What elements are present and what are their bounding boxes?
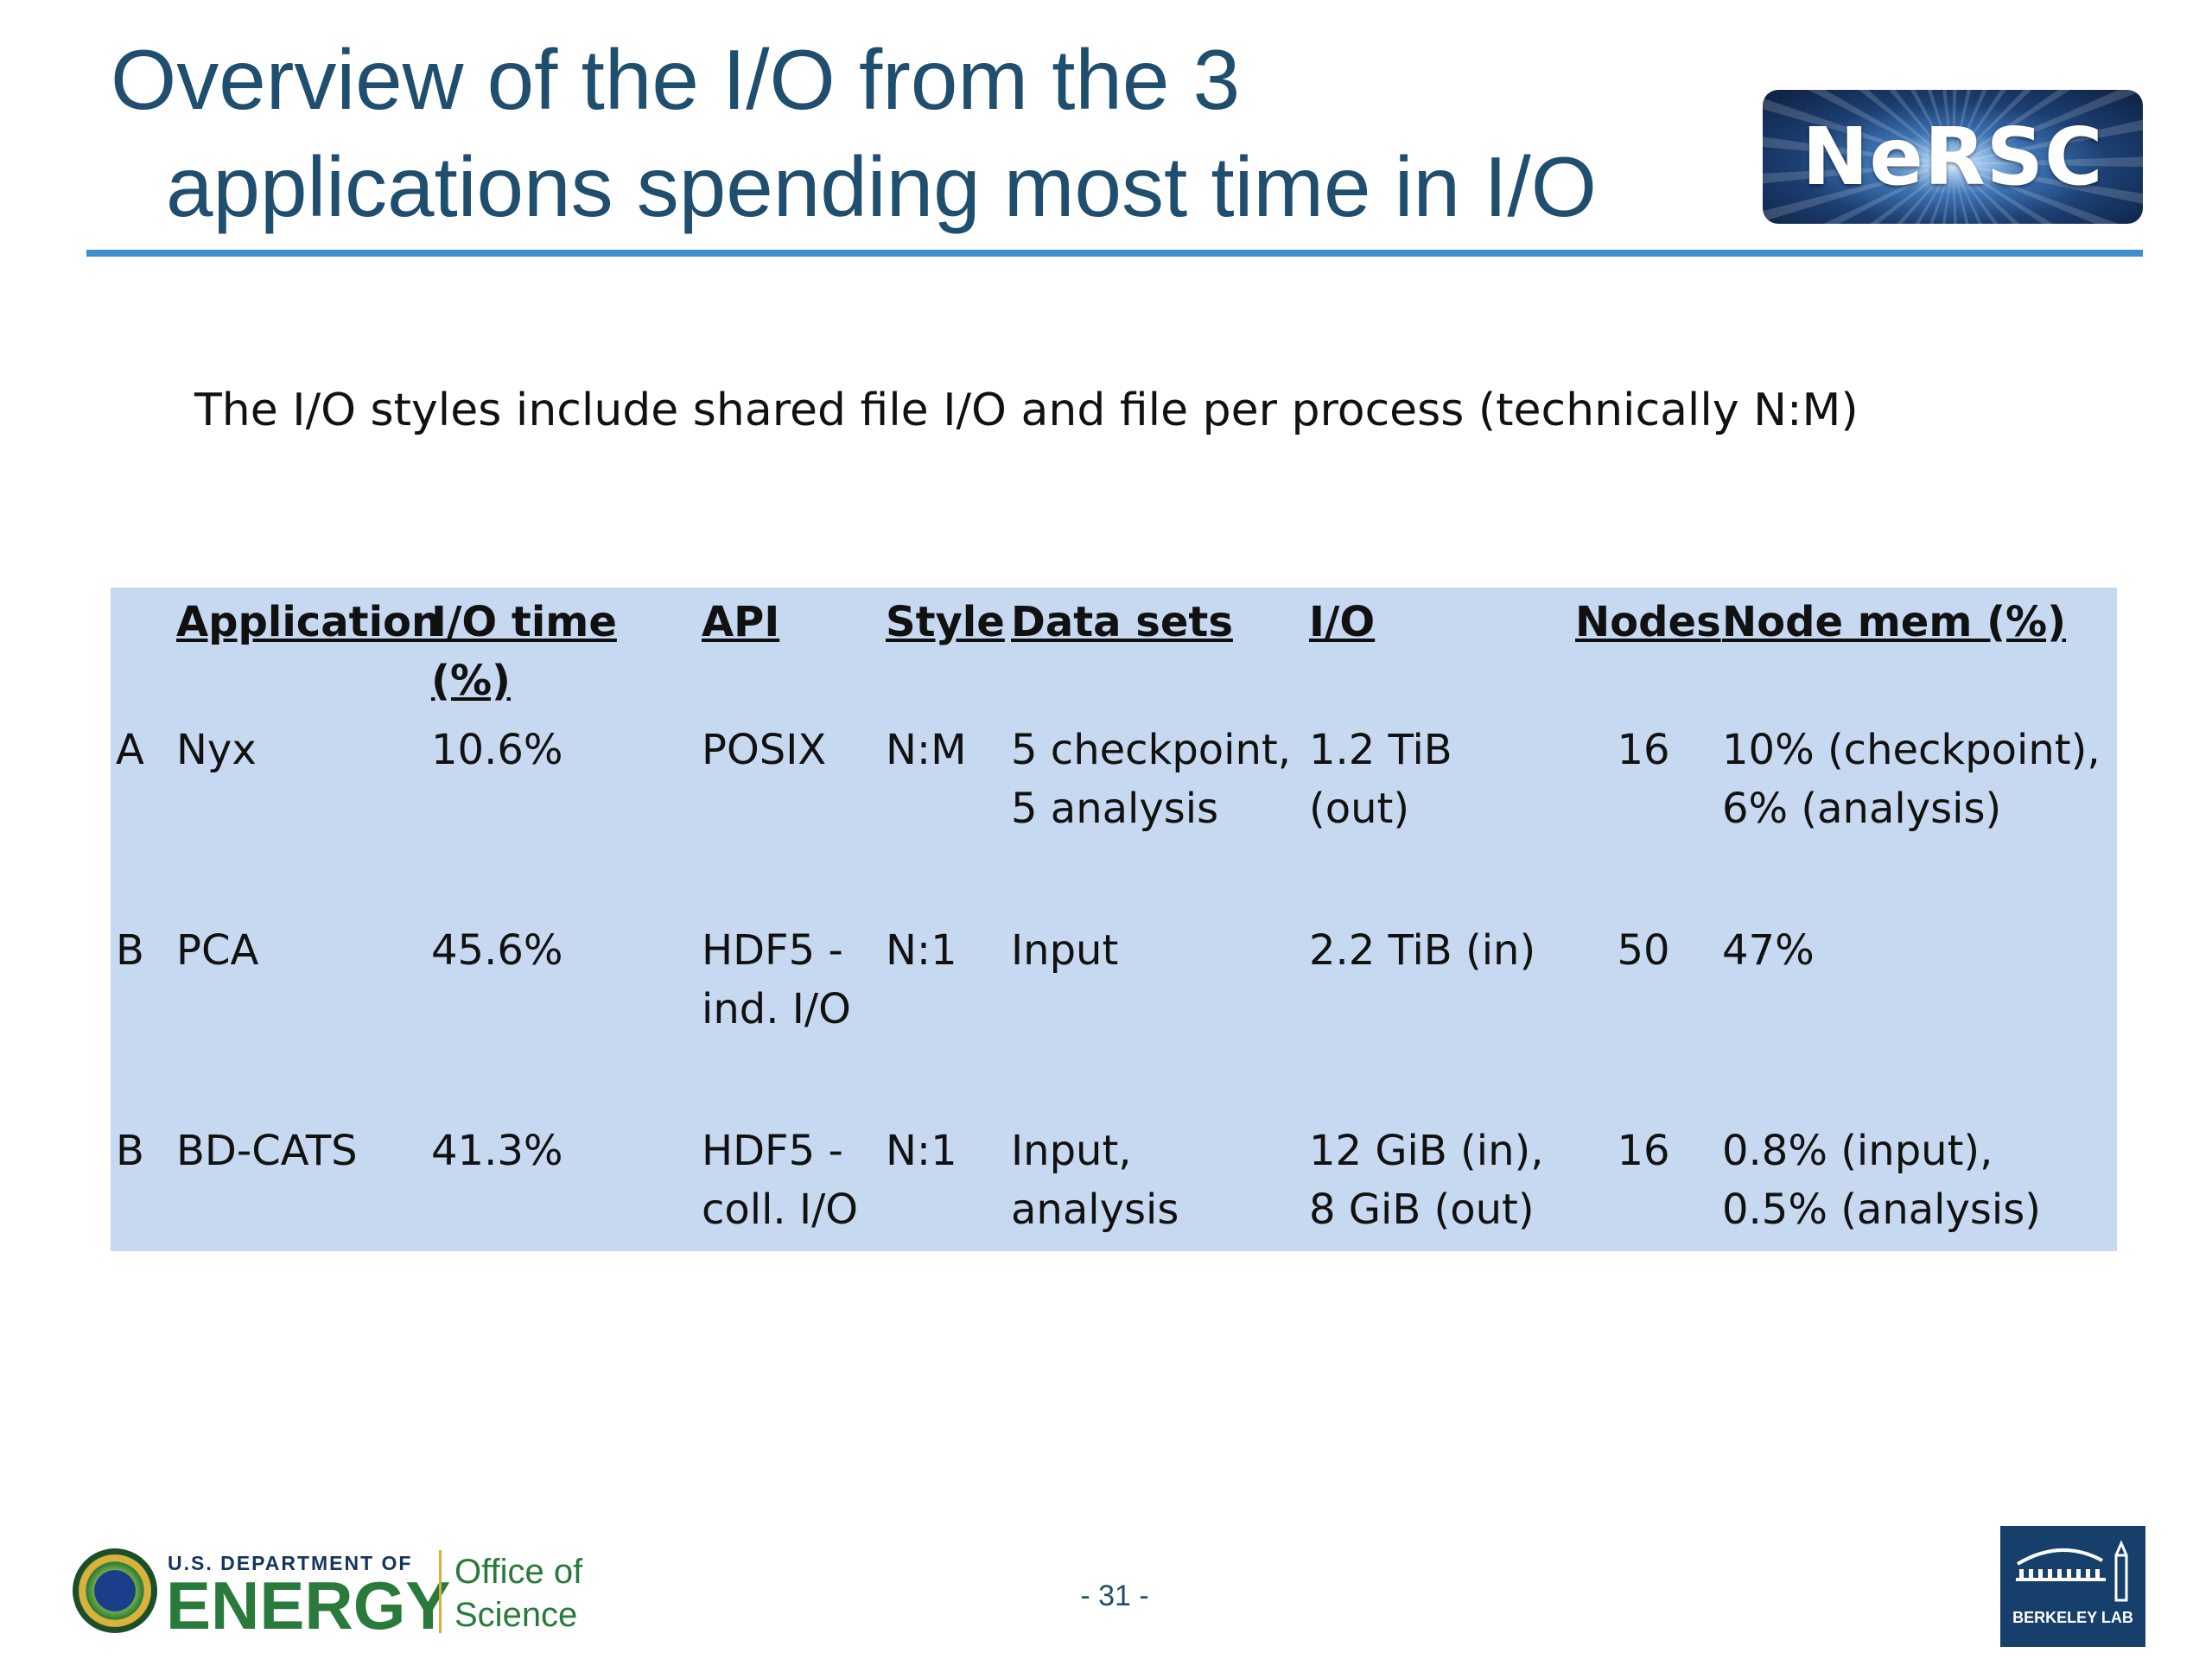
doe-energy-text: ENERGY	[166, 1567, 451, 1643]
header-style: Style	[886, 598, 1005, 646]
cell-api-line-1: HDF5 -	[702, 1127, 843, 1175]
table-row: B BD-CATS 41.3% HDF5 - coll. I/O N:1 Inpu…	[111, 1111, 2117, 1251]
cell-api: HDF5 - coll. I/O	[696, 1111, 880, 1251]
nersc-logo: NeRSC	[1763, 90, 2143, 224]
slide-title: Overview of the I/O from the 3 applicati…	[111, 26, 1752, 240]
cell-data-sets-line-1: Input,	[1011, 1127, 1132, 1175]
title-divider	[86, 250, 2143, 257]
cell-io-line-2: 8 GiB (out)	[1309, 1185, 1535, 1234]
header-io: I/O	[1309, 598, 1376, 646]
doe-seal-icon	[73, 1548, 157, 1633]
cell-api-line-1: HDF5 -	[702, 926, 843, 975]
cell-data-sets: Input, analysis	[1006, 1111, 1304, 1251]
cell-node-mem-line-2: 6% (analysis)	[1722, 785, 2002, 833]
cell-nodes: 50	[1617, 926, 1670, 975]
cell-api-line-2: ind. I/O	[702, 985, 851, 1033]
header-group	[111, 588, 171, 710]
berkeley-lab-logo: BERKELEY LAB	[2000, 1526, 2145, 1647]
table-row: A Nyx 10.6% POSIX N:M 5 checkpoint, 5 ana…	[111, 710, 2117, 911]
cell-node-mem: 10% (checkpoint), 6% (analysis)	[1717, 710, 2117, 911]
cell-io: 1.2 TiB (out)	[1304, 710, 1570, 911]
cell-io: 12 GiB (in), 8 GiB (out)	[1304, 1111, 1570, 1251]
cell-data-sets-line-1: Input	[1011, 926, 1119, 975]
nersc-logo-text: NeRSC	[1802, 111, 2104, 203]
cell-io-time: 10.6%	[431, 726, 563, 774]
berkeley-lab-building-icon	[2016, 1540, 2128, 1602]
header-data-sets: Data sets	[1011, 598, 1233, 646]
page-number: - 31 -	[1080, 1580, 1149, 1612]
cell-api: POSIX	[696, 710, 880, 911]
cell-io-line-1: 12 GiB (in),	[1309, 1127, 1544, 1175]
berkeley-lab-text: BERKELEY LAB	[2012, 1609, 2133, 1626]
title-line-2: applications spending most time in I/O	[166, 139, 1597, 234]
doe-office-line-2: Science	[454, 1596, 578, 1634]
cell-nodes: 16	[1617, 1127, 1670, 1175]
cell-api: HDF5 - ind. I/O	[696, 911, 880, 1111]
cell-nodes: 16	[1617, 726, 1670, 774]
cell-node-mem: 47%	[1717, 911, 2117, 1111]
header-node-mem: Node mem (%)	[1722, 598, 2067, 646]
cell-application: PCA	[176, 926, 259, 975]
doe-divider	[439, 1550, 442, 1633]
cell-data-sets-line-1: 5 checkpoint,	[1011, 726, 1291, 774]
cell-data-sets: 5 checkpoint, 5 analysis	[1006, 710, 1304, 911]
table-row: B PCA 45.6% HDF5 - ind. I/O N:1 Input 2.2…	[111, 911, 2117, 1111]
header-api: API	[702, 598, 780, 646]
cell-group: A	[116, 726, 144, 774]
io-overview-table: Application I/O time (%) API Style Data …	[111, 588, 2117, 1251]
cell-io-line-1: 2.2 TiB (in)	[1309, 926, 1536, 975]
cell-style: N:1	[886, 926, 957, 975]
cell-node-mem-line-2: 0.5% (analysis)	[1722, 1185, 2041, 1234]
cell-group: B	[116, 926, 144, 975]
doe-office-line-1: Office of	[454, 1553, 583, 1591]
table-header-row: Application I/O time (%) API Style Data …	[111, 588, 2117, 710]
cell-data-sets: Input	[1006, 911, 1304, 1111]
header-application: Application	[176, 598, 442, 646]
cell-data-sets-line-2: analysis	[1011, 1185, 1179, 1234]
cell-api-line-2: coll. I/O	[702, 1185, 859, 1234]
cell-node-mem: 0.8% (input), 0.5% (analysis)	[1717, 1111, 2117, 1251]
cell-node-mem-line-1: 0.8% (input),	[1722, 1127, 1993, 1175]
subtitle: The I/O styles include shared file I/O a…	[194, 385, 1859, 436]
cell-application: BD-CATS	[176, 1127, 358, 1175]
cell-io-time: 41.3%	[431, 1127, 563, 1175]
header-nodes: Nodes	[1575, 598, 1721, 646]
cell-application: Nyx	[176, 726, 257, 774]
cell-api-line-1: POSIX	[702, 726, 827, 774]
cell-node-mem-line-1: 10% (checkpoint),	[1722, 726, 2101, 774]
cell-style: N:M	[886, 726, 967, 774]
cell-io-line-1: 1.2 TiB (out)	[1309, 726, 1452, 833]
cell-io-time: 45.6%	[431, 926, 563, 975]
doe-department-text: U.S. DEPARTMENT OF	[168, 1552, 413, 1574]
cell-group: B	[116, 1127, 144, 1175]
doe-office-of-science-logo: U.S. DEPARTMENT OF ENERGY Office of Scie…	[73, 1545, 608, 1643]
cell-io: 2.2 TiB (in)	[1304, 911, 1570, 1111]
header-io-time: I/O time (%)	[431, 598, 617, 705]
title-line-1: Overview of the I/O from the 3	[111, 32, 1241, 127]
doe-office-text: Office of Science	[454, 1550, 582, 1637]
cell-node-mem-line-1: 47%	[1722, 926, 1815, 975]
cell-data-sets-line-2: 5 analysis	[1011, 785, 1219, 833]
cell-style: N:1	[886, 1127, 957, 1175]
